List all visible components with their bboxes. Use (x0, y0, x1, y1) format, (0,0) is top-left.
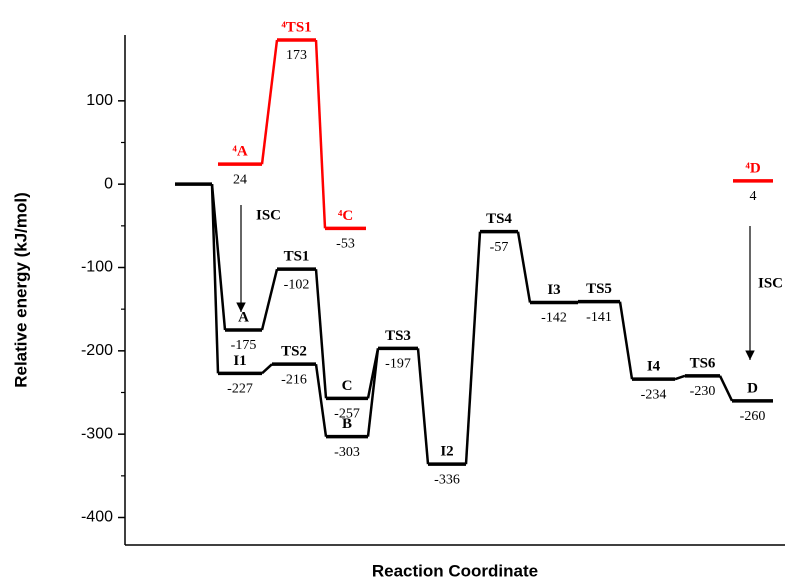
chart: Reaction Coordinate Relative energy (kJ/… (0, 0, 791, 582)
level-name: ⁴TS1 (281, 19, 311, 35)
y-tick-label: 100 (86, 92, 113, 109)
level-value: -53 (336, 237, 355, 252)
connector (316, 40, 325, 228)
connector (466, 232, 480, 464)
connector (518, 232, 530, 303)
annotation: ISC (256, 207, 281, 223)
level-name: TS6 (690, 355, 716, 371)
connector (418, 348, 428, 464)
level-name: C (342, 378, 353, 394)
level-name: B (342, 416, 352, 432)
level-value: -216 (281, 372, 307, 387)
level-value: -303 (334, 445, 360, 460)
level-value: -234 (641, 387, 667, 402)
level-name: I3 (547, 282, 560, 298)
annotation: ISC (758, 275, 783, 291)
level-value: -230 (690, 384, 716, 399)
level-name: I1 (233, 353, 246, 369)
level-name: TS4 (486, 211, 512, 227)
level-value: -175 (231, 338, 257, 353)
level-name: TS3 (385, 328, 411, 344)
level-value: -141 (586, 310, 612, 325)
level-name: ⁴C (338, 208, 353, 224)
level-name: A (238, 309, 249, 325)
level-name: TS1 (284, 249, 310, 265)
y-tick-label: 0 (104, 175, 113, 192)
level-name: I4 (647, 359, 661, 375)
x-axis-title: Reaction Coordinate (372, 561, 538, 580)
level-value: -57 (490, 240, 509, 255)
level-value: -197 (385, 357, 411, 372)
level-name: TS5 (586, 281, 612, 297)
connector (262, 269, 277, 330)
level-value: -260 (740, 409, 766, 424)
level-value: 173 (286, 48, 307, 63)
level-value: -102 (284, 277, 310, 292)
connector (262, 364, 272, 373)
connector (720, 376, 732, 401)
y-tick-label: -100 (81, 259, 113, 276)
level-value: -227 (227, 382, 253, 397)
y-tick-label: -400 (81, 509, 113, 526)
y-tick-label: -200 (81, 342, 113, 359)
level-name: ⁴D (745, 160, 760, 176)
level-value: -142 (541, 311, 567, 326)
level-name: I2 (440, 444, 453, 460)
level-name: TS2 (281, 344, 307, 360)
level-value: -336 (434, 472, 460, 487)
connector (262, 40, 277, 164)
level-value: 4 (750, 189, 757, 204)
level-value: 24 (233, 172, 247, 187)
y-tick-label: -300 (81, 425, 113, 442)
level-name: D (747, 380, 758, 396)
y-axis-title: Relative energy (kJ/mol) (11, 192, 30, 388)
connector (675, 376, 685, 379)
connector (620, 302, 632, 380)
level-name: ⁴A (232, 144, 247, 160)
